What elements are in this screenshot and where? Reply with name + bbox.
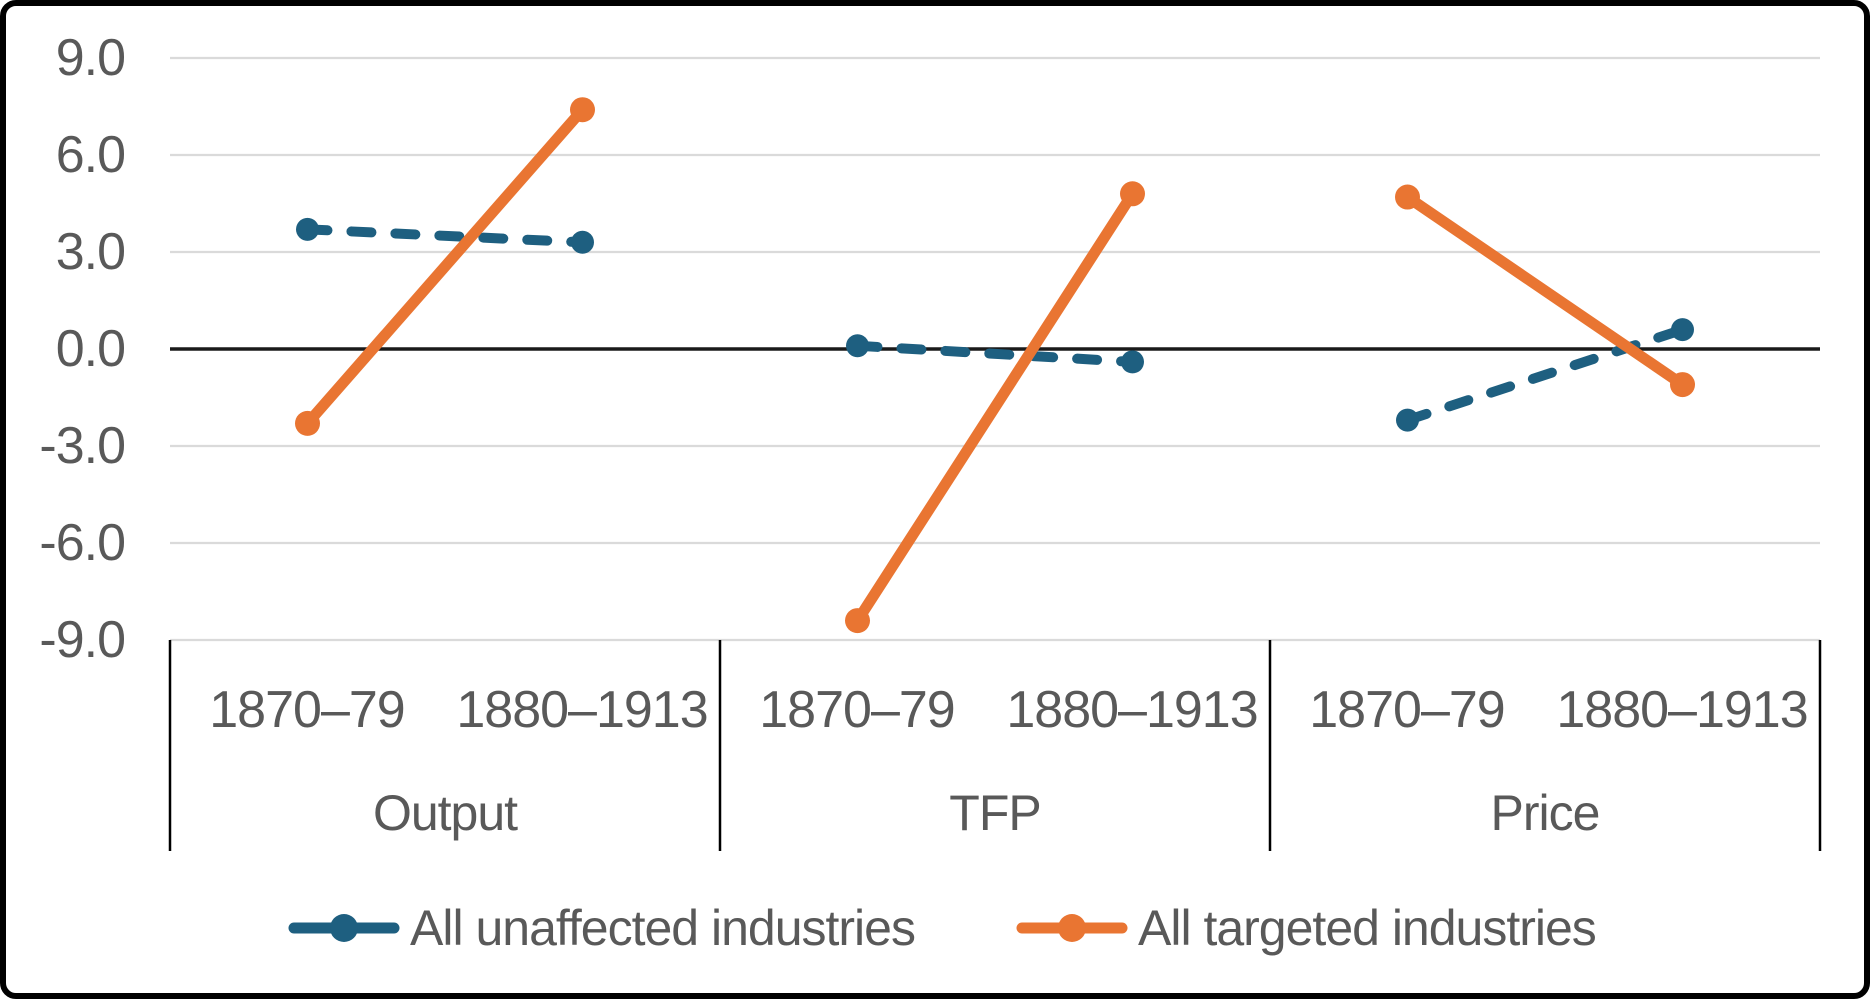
data-point [1671, 318, 1694, 342]
data-point [846, 334, 869, 358]
legend-label: All targeted industries [1138, 900, 1597, 956]
data-point [845, 608, 870, 634]
panel-label-price: Price [1490, 785, 1601, 841]
x-tick-label: 1870–79 [1309, 681, 1505, 739]
panel-label-tfp: TFP [949, 785, 1041, 841]
y-axis-label: -9.0 [39, 611, 126, 669]
data-point [571, 230, 594, 254]
series-line-unaffected [1402, 324, 1688, 426]
panel-label-output: Output [372, 785, 518, 841]
y-axis-label: -6.0 [39, 514, 126, 572]
data-point [570, 97, 595, 123]
series-line-targeted [852, 188, 1138, 627]
y-axis-label: 3.0 [55, 223, 126, 281]
data-point [1121, 350, 1144, 374]
x-tick-label: 1880–1913 [1006, 681, 1258, 739]
legend-marker-line-with-dot [288, 914, 400, 942]
data-point [1670, 372, 1695, 398]
x-tick-label: 1870–79 [209, 681, 405, 739]
data-point [1396, 408, 1419, 432]
y-axis-label: 6.0 [55, 126, 126, 184]
data-point [1120, 181, 1145, 207]
data-point [296, 217, 319, 241]
series-line-targeted [302, 104, 588, 429]
series-line-unaffected [302, 224, 588, 248]
data-point [295, 410, 320, 436]
data-point [1395, 184, 1420, 210]
legend-label: All unaffected industries [410, 900, 916, 956]
legend-item-targeted: All targeted industries [1016, 896, 1597, 960]
y-axis-label: -3.0 [39, 417, 126, 475]
legend-marker-line-with-dot [1016, 914, 1128, 942]
y-axis-label: 9.0 [55, 29, 126, 87]
x-tick-label: 1880–1913 [456, 681, 708, 739]
legend-item-unaffected: All unaffected industries [288, 896, 916, 960]
series-line-targeted [1402, 191, 1688, 391]
y-axis-label: 0.0 [55, 320, 126, 378]
series-line-unaffected [852, 340, 1138, 367]
x-tick-label: 1870–79 [759, 681, 955, 739]
x-tick-label: 1880–1913 [1556, 681, 1808, 739]
